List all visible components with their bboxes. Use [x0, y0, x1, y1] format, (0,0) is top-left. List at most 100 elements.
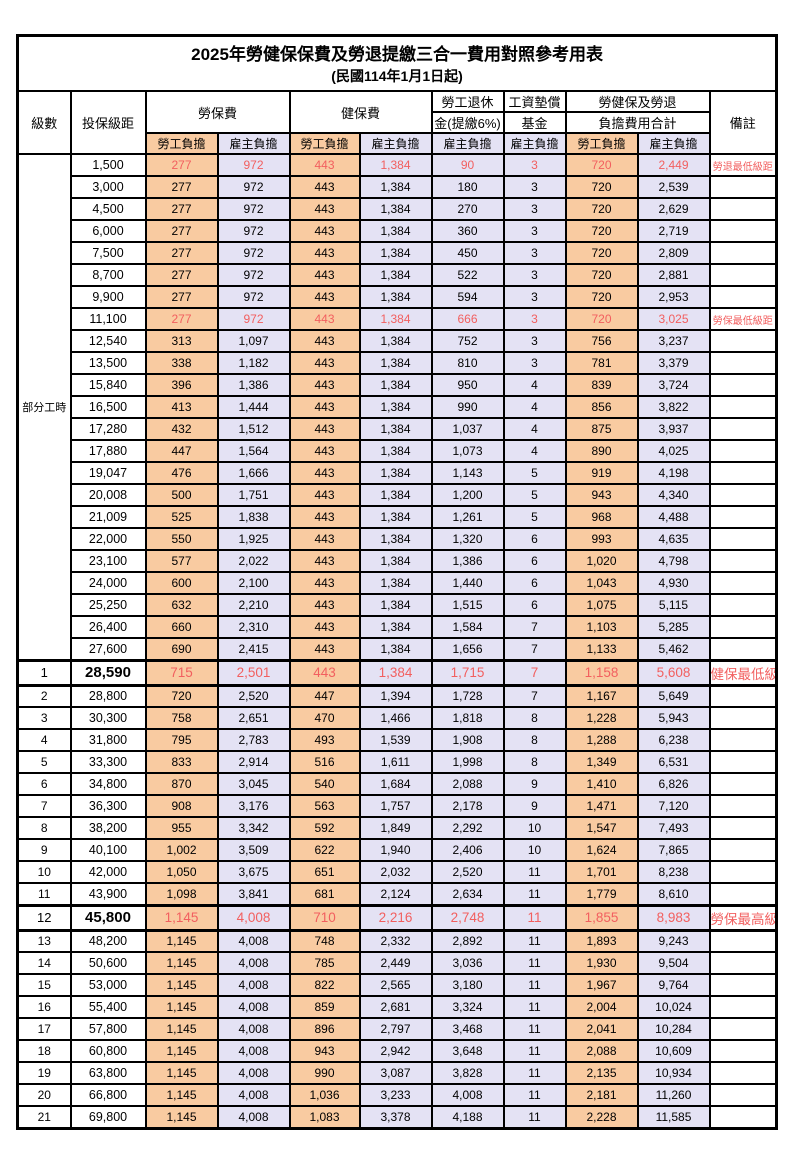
wage-fund-cell: 3	[502, 285, 567, 309]
remark-cell	[708, 951, 778, 975]
total-employer-cell: 5,285	[636, 615, 711, 639]
bracket-cell: 66,800	[69, 1083, 147, 1107]
health-employer-cell: 2,216	[358, 903, 433, 932]
remark-cell	[708, 505, 778, 529]
table-row: 8 38,200 955 3,342 592 1,849 2,292 10 1,547 7,493	[16, 816, 778, 840]
labor-employer-cell: 1,564	[216, 439, 291, 463]
remark-cell: 勞保最高級距	[708, 903, 778, 932]
labor-employee-cell: 1,050	[144, 860, 219, 884]
health-employee-cell: 443	[288, 329, 361, 353]
total-employee-cell: 1,779	[564, 882, 639, 906]
table-row: 17,880 447 1,564 443 1,384 1,073 4 890 4,025	[18, 439, 778, 463]
table-row: 7 36,300 908 3,176 563 1,757 2,178 9 1,471 7,120	[16, 794, 778, 818]
table-row: 8,700 277 972 443 1,384 522 3 720 2,881	[18, 263, 778, 287]
level-cell: 13	[16, 929, 72, 953]
labor-employer-cell: 1,925	[216, 527, 291, 551]
total-employer-cell: 3,937	[636, 417, 711, 441]
col-header-remark: 備註	[708, 90, 778, 155]
total-employer-cell: 4,488	[636, 505, 711, 529]
pension-employer-cell: 4,188	[430, 1105, 505, 1129]
level-cell: 21	[16, 1105, 72, 1129]
labor-employer-cell: 1,386	[216, 373, 291, 397]
total-employee-cell: 968	[564, 505, 639, 529]
health-employer-cell: 2,449	[358, 951, 433, 975]
health-employer-cell: 1,611	[358, 750, 433, 774]
health-employer-cell: 2,124	[358, 882, 433, 906]
level-cell: 3	[16, 706, 72, 730]
total-employee-cell: 890	[564, 439, 639, 463]
bracket-cell: 53,000	[69, 973, 147, 997]
remark-cell	[708, 1105, 778, 1129]
total-employer-cell: 8,610	[636, 882, 711, 906]
table-row: 10 42,000 1,050 3,675 651 2,032 2,520 11 1,701 8,…	[16, 860, 778, 884]
health-employer-cell: 1,384	[358, 615, 433, 639]
health-employee-cell: 443	[288, 439, 361, 463]
total-employer-cell: 2,881	[636, 263, 711, 287]
health-employee-cell: 443	[288, 153, 361, 177]
total-employer-cell: 8,983	[636, 903, 711, 932]
level-cell: 10	[16, 860, 72, 884]
total-employee-cell: 1,471	[564, 794, 639, 818]
wage-fund-cell: 11	[502, 1039, 567, 1063]
pension-employer-cell: 3,036	[430, 951, 505, 975]
labor-employer-cell: 2,100	[216, 571, 291, 595]
table-row: 22,000 550 1,925 443 1,384 1,320 6 993 4,635	[18, 527, 778, 551]
labor-employee-cell: 432	[144, 417, 219, 441]
remark-cell	[708, 882, 778, 906]
total-employer-cell: 3,379	[636, 351, 711, 375]
labor-employer-cell: 2,310	[216, 615, 291, 639]
total-employer-cell: 5,608	[636, 658, 711, 687]
table-row: 19,047 476 1,666 443 1,384 1,143 5 919 4,198	[18, 461, 778, 485]
level-cell: 15	[16, 973, 72, 997]
health-employer-cell: 1,466	[358, 706, 433, 730]
total-employee-cell: 2,041	[564, 1017, 639, 1041]
table-row: 21 69,800 1,145 4,008 1,083 3,378 4,188 11 2,228…	[16, 1105, 778, 1129]
health-employee-cell: 447	[288, 684, 361, 708]
total-employee-cell: 1,410	[564, 772, 639, 796]
total-employee-cell: 720	[564, 285, 639, 309]
labor-employer-cell: 3,675	[216, 860, 291, 884]
labor-employee-cell: 690	[144, 637, 219, 661]
table-row: 15 53,000 1,145 4,008 822 2,565 3,180 11 1,967 9,…	[16, 973, 778, 997]
remark-cell	[708, 995, 778, 1019]
pension-employer-cell: 1,037	[430, 417, 505, 441]
pension-employer-cell: 950	[430, 373, 505, 397]
health-employee-cell: 443	[288, 263, 361, 287]
labor-employer-cell: 1,097	[216, 329, 291, 353]
table-row: 14 50,600 1,145 4,008 785 2,449 3,036 11 1,930 9,…	[16, 951, 778, 975]
wage-fund-cell: 3	[502, 219, 567, 243]
bracket-cell: 7,500	[69, 241, 147, 265]
total-employer-cell: 2,719	[636, 219, 711, 243]
labor-employer-cell: 4,008	[216, 973, 291, 997]
labor-employer-cell: 4,008	[216, 929, 291, 953]
remark-cell	[708, 175, 778, 199]
remark-cell	[708, 816, 778, 840]
health-employee-cell: 443	[288, 219, 361, 243]
table-row: 部分工時 1,500 277 972 443 1,384 90 3 720 2,449 勞退最低級距	[16, 153, 778, 661]
total-employer-cell: 3,822	[636, 395, 711, 419]
labor-employee-cell: 600	[144, 571, 219, 595]
total-employer-cell: 11,585	[636, 1105, 711, 1129]
labor-employee-cell: 447	[144, 439, 219, 463]
wage-fund-cell: 11	[502, 1017, 567, 1041]
labor-employer-cell: 1,666	[216, 461, 291, 485]
health-employer-cell: 2,032	[358, 860, 433, 884]
remark-cell	[708, 728, 778, 752]
labor-employee-cell: 277	[144, 285, 219, 309]
total-employee-cell: 1,020	[564, 549, 639, 573]
pension-employer-cell: 666	[430, 307, 505, 331]
level-cell: 16	[16, 995, 72, 1019]
level-cell: 20	[16, 1083, 72, 1107]
remark-cell	[708, 395, 778, 419]
col-header-health-insurance: 健保費	[288, 90, 433, 134]
pension-employer-cell: 752	[430, 329, 505, 353]
pension-employer-cell: 2,892	[430, 929, 505, 953]
health-employee-cell: 896	[288, 1017, 361, 1041]
total-employer-cell: 2,809	[636, 241, 711, 265]
bracket-cell: 33,300	[69, 750, 147, 774]
labor-employer-cell: 3,509	[216, 838, 291, 862]
total-employee-cell: 839	[564, 373, 639, 397]
health-employee-cell: 443	[288, 175, 361, 199]
labor-employer-cell: 3,176	[216, 794, 291, 818]
bracket-cell: 8,700	[69, 263, 147, 287]
